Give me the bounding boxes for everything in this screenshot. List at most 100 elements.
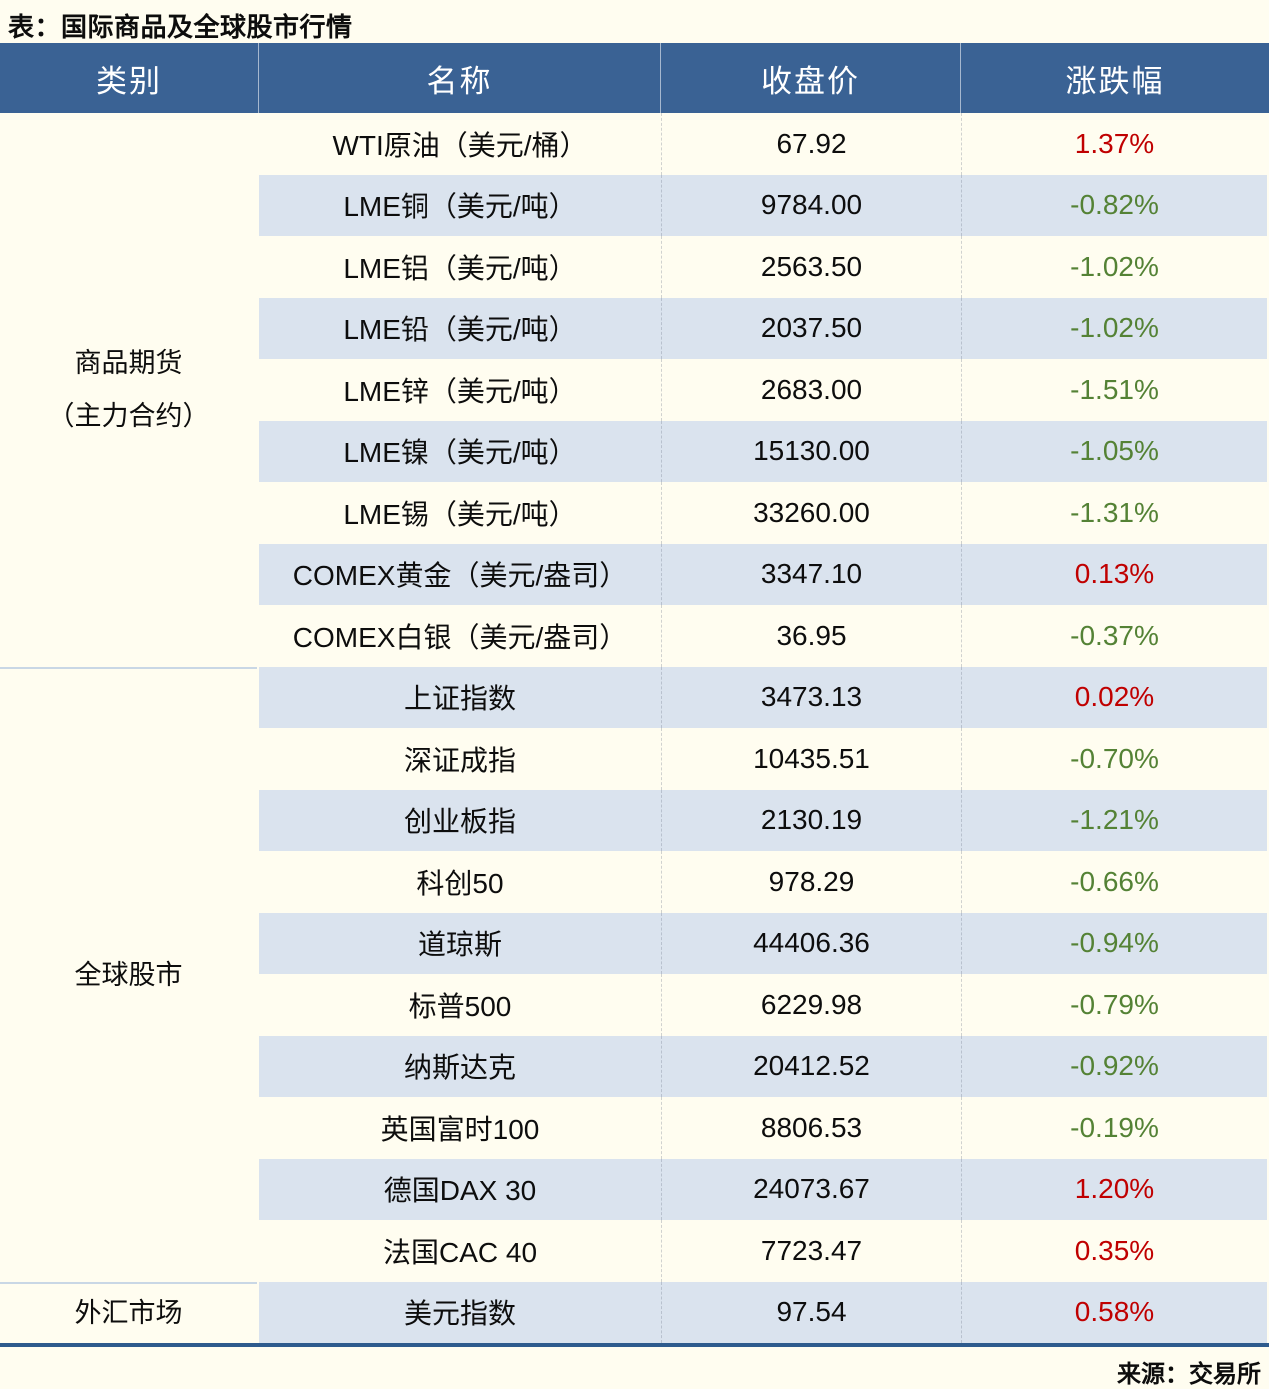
- change-percent: 1.37%: [961, 113, 1267, 175]
- change-value: -1.05%: [1070, 435, 1159, 467]
- change-value: -0.70%: [1070, 742, 1159, 774]
- header-name: 名称: [259, 43, 661, 113]
- change-percent: -0.19%: [961, 1097, 1267, 1159]
- table-row: 英国富时100 8806.53 -0.19%: [259, 1097, 1267, 1159]
- close-price: 2563.50: [661, 236, 961, 298]
- change-percent: 0.58%: [961, 1281, 1267, 1343]
- change-percent: -1.31%: [961, 482, 1267, 544]
- category-cell: 全球股市: [0, 666, 257, 1282]
- table-row: 法国CAC 40 7723.47 0.35%: [259, 1220, 1267, 1282]
- table-row: LME锌（美元/吨） 2683.00 -1.51%: [259, 359, 1267, 421]
- change-percent: -0.37%: [961, 605, 1267, 667]
- change-value: -0.94%: [1070, 927, 1159, 959]
- change-value: -1.31%: [1070, 496, 1159, 528]
- table-row: 创业板指 2130.19 -1.21%: [259, 789, 1267, 851]
- change-percent: -1.02%: [961, 236, 1267, 298]
- instrument-name: COMEX黄金（美元/盎司）: [292, 560, 628, 592]
- change-percent: 0.35%: [961, 1220, 1267, 1282]
- change-value: -0.79%: [1070, 988, 1159, 1020]
- change-value: 0.02%: [1074, 681, 1155, 713]
- instrument-name: 深证成指: [403, 744, 516, 776]
- table-row: LME镍（美元/吨） 15130.00 -1.05%: [259, 420, 1267, 482]
- change-value: -1.51%: [1070, 373, 1159, 405]
- change-percent: 0.02%: [961, 666, 1267, 728]
- close-price: 36.95: [661, 605, 961, 667]
- close-price: 20412.52: [661, 1035, 961, 1097]
- change-percent: -1.51%: [961, 359, 1267, 421]
- change-value: 1.20%: [1074, 1173, 1155, 1205]
- change-percent: -0.79%: [961, 974, 1267, 1036]
- instrument-name: LME铜（美元/吨）: [343, 191, 577, 223]
- instrument-name: 法国CAC 40: [382, 1236, 538, 1268]
- table-row: 上证指数 3473.13 0.02%: [259, 666, 1267, 728]
- market-table: 类别 名称 收盘价 涨跌幅 商品期货 （主力合约） 全球股市 外汇市场 WTI原…: [0, 43, 1269, 1343]
- close-price: 97.54: [661, 1281, 961, 1343]
- close-price: 7723.47: [661, 1220, 961, 1282]
- close-price: 3473.13: [661, 666, 961, 728]
- table-row: 纳斯达克 20412.52 -0.92%: [259, 1035, 1267, 1097]
- change-value: -1.21%: [1070, 804, 1159, 836]
- change-value: 0.13%: [1074, 558, 1155, 590]
- change-percent: 0.13%: [961, 543, 1267, 605]
- close-price: 33260.00: [661, 482, 961, 544]
- category-cell: 商品期货 （主力合约）: [47, 348, 210, 431]
- table-row: WTI原油（美元/桶） 67.92 1.37%: [259, 113, 1267, 175]
- change-percent: -0.92%: [961, 1035, 1267, 1097]
- instrument-name: 英国富时100: [380, 1113, 540, 1145]
- change-percent: -0.94%: [961, 912, 1267, 974]
- header-category: 类别: [0, 43, 259, 113]
- change-value: 0.35%: [1074, 1234, 1155, 1266]
- close-price: 44406.36: [661, 912, 961, 974]
- close-price: 24073.67: [661, 1158, 961, 1220]
- close-price: 6229.98: [661, 974, 961, 1036]
- change-value: -0.82%: [1070, 189, 1159, 221]
- table-row: LME铝（美元/吨） 2563.50 -1.02%: [259, 236, 1267, 298]
- change-percent: 1.20%: [961, 1158, 1267, 1220]
- change-value: 1.37%: [1074, 127, 1155, 159]
- table-row: 道琼斯 44406.36 -0.94%: [259, 912, 1267, 974]
- table-row: 深证成指 10435.51 -0.70%: [259, 728, 1267, 790]
- table-row: LME铅（美元/吨） 2037.50 -1.02%: [259, 297, 1267, 359]
- instrument-name: 纳斯达克: [403, 1052, 516, 1084]
- instrument-name: WTI原油（美元/桶）: [332, 129, 588, 161]
- table-row: 科创50 978.29 -0.66%: [259, 851, 1267, 913]
- header-change: 涨跌幅: [1065, 63, 1165, 99]
- instrument-name: 德国DAX 30: [383, 1175, 537, 1207]
- instrument-name: COMEX白银（美元/盎司）: [292, 621, 628, 653]
- change-value: -1.02%: [1070, 312, 1159, 344]
- header-close: 收盘价: [661, 43, 961, 113]
- table-bottom-border: [0, 1343, 1269, 1347]
- change-value: -1.02%: [1070, 250, 1159, 282]
- instrument-name: 道琼斯: [417, 929, 502, 961]
- table-row: COMEX白银（美元/盎司） 36.95 -0.37%: [259, 605, 1267, 667]
- category-column: 商品期货 （主力合约） 全球股市 外汇市场: [0, 113, 259, 1343]
- change-value: -0.19%: [1070, 1111, 1159, 1143]
- change-value: -0.92%: [1070, 1050, 1159, 1082]
- table-row: 标普500 6229.98 -0.79%: [259, 974, 1267, 1036]
- close-price: 67.92: [661, 113, 961, 175]
- change-percent: -1.21%: [961, 789, 1267, 851]
- close-price: 2683.00: [661, 359, 961, 421]
- table-row: 德国DAX 30 24073.67 1.20%: [259, 1158, 1267, 1220]
- change-value: 0.58%: [1074, 1296, 1155, 1328]
- close-price: 2037.50: [661, 297, 961, 359]
- instrument-name: 科创50: [416, 867, 504, 899]
- change-percent: -1.05%: [961, 420, 1267, 482]
- source-note: 来源：交易所: [1117, 1361, 1261, 1388]
- change-value: -0.66%: [1070, 865, 1159, 897]
- instrument-name: 标普500: [408, 990, 512, 1022]
- change-percent: -1.02%: [961, 297, 1267, 359]
- category-cell: 外汇市场: [0, 1281, 257, 1344]
- close-price: 2130.19: [661, 789, 961, 851]
- table-row: COMEX黄金（美元/盎司） 3347.10 0.13%: [259, 543, 1267, 605]
- page-title: 表：国际商品及全球股市行情: [8, 12, 353, 42]
- close-price: 3347.10: [661, 543, 961, 605]
- close-price: 15130.00: [661, 420, 961, 482]
- table-row: 美元指数 97.54 0.58%: [259, 1281, 1267, 1343]
- close-price: 8806.53: [661, 1097, 961, 1159]
- change-value: -0.37%: [1070, 619, 1159, 651]
- table-body: 商品期货 （主力合约） 全球股市 外汇市场 WTI原油（美元/桶） 67.92 …: [0, 113, 1269, 1343]
- instrument-name: 创业板指: [403, 806, 516, 838]
- instrument-name: 上证指数: [403, 683, 516, 715]
- instrument-name: LME锡（美元/吨）: [343, 498, 577, 530]
